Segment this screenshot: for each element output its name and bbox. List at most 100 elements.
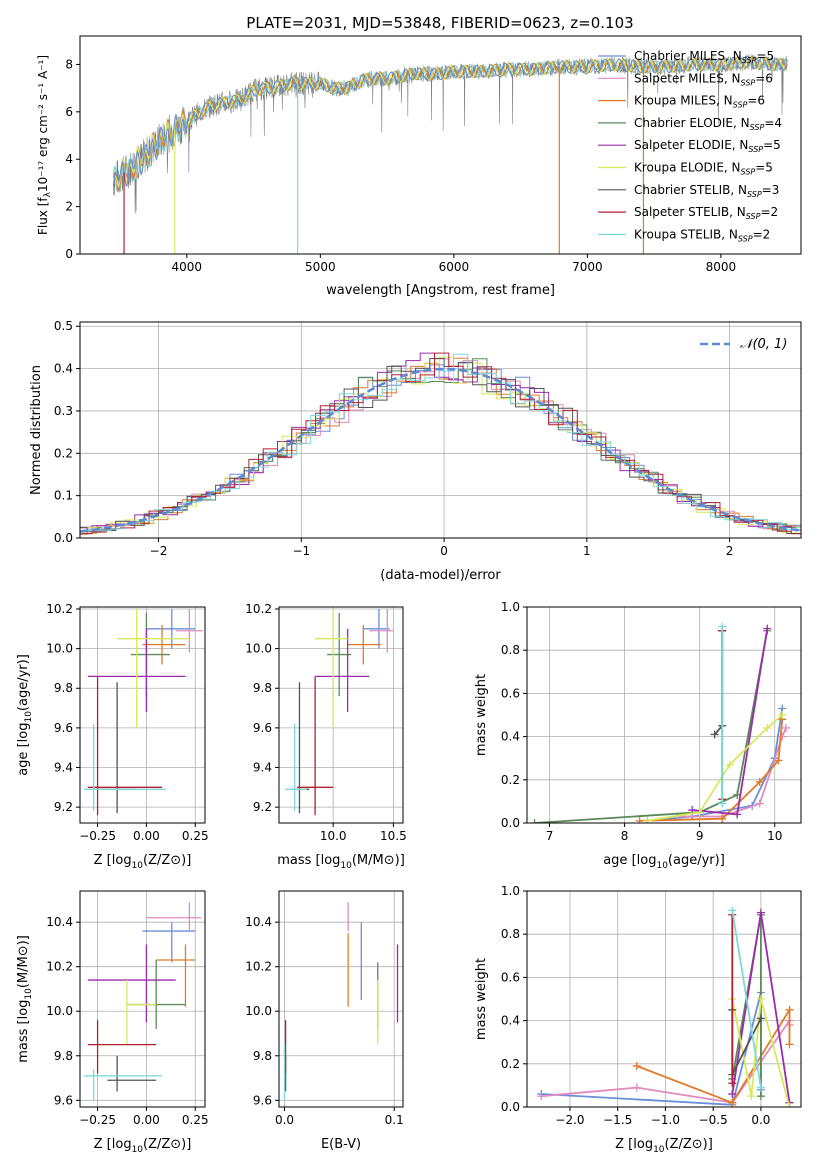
plot-area — [80, 352, 801, 535]
y-tick-label: 0.8 — [501, 927, 520, 941]
x-tick-label: −0.25 — [79, 829, 116, 843]
x-tick-label: 6000 — [439, 260, 470, 274]
gaussian-curve — [80, 367, 800, 533]
y-tick-label: 0.0 — [501, 1100, 520, 1114]
y-tick-label: 0.6 — [501, 686, 520, 700]
errorbar-point — [315, 608, 348, 728]
weight-marker — [733, 810, 742, 819]
x-tick-label: 0.00 — [133, 1113, 160, 1127]
weight-marker — [718, 622, 727, 631]
y-axis-label: age [log10(age/yr)] — [16, 654, 34, 776]
errorbar-point — [156, 944, 196, 1007]
weight-marker — [763, 723, 772, 732]
weight-marker — [756, 1014, 765, 1023]
axes-frame — [278, 890, 404, 1108]
errorbar-point — [83, 1069, 163, 1101]
weight-marker — [632, 1061, 641, 1070]
x-tick-label: −0.5 — [699, 1113, 728, 1127]
x-tick-label: 4000 — [172, 260, 203, 274]
axes-frame — [79, 321, 802, 539]
weight-marker — [778, 732, 787, 741]
y-tick-label: 9.8 — [54, 681, 73, 695]
x-tick-label: 7000 — [572, 260, 603, 274]
legend-entry: Chabrier STELIB, NSSP=3 — [634, 183, 779, 199]
weight-marker — [718, 814, 727, 823]
histogram-7 — [80, 352, 801, 535]
weight-marker — [781, 723, 790, 732]
y-tick-label: 10.2 — [46, 960, 73, 974]
x-tick-label: 1 — [583, 544, 591, 558]
legend-entry: 𝒩(0, 1) — [740, 337, 787, 352]
axes-mass-vs-ebv: 0.0 0.1 9.6 9.8 10.0 10.2 10.4 E(B-V) — [245, 890, 404, 1152]
y-tick-label: 6 — [65, 105, 73, 119]
weight-marker — [785, 1040, 794, 1049]
x-tick-label: 10.5 — [380, 829, 407, 843]
errorbar-point — [347, 624, 382, 665]
axes-residuals: −2 −1 0 1 2 0.0 0.1 0.2 0.3 0.4 0.5 (data-model)/er… — [29, 319, 802, 583]
errorbar-point — [297, 676, 334, 816]
weight-line — [714, 630, 724, 735]
errorbar-point — [146, 608, 196, 649]
errorbar-point — [87, 1020, 157, 1074]
weight-line — [534, 630, 769, 823]
x-tick-label: −1.0 — [651, 1113, 680, 1127]
y-tick-label: 9.4 — [253, 761, 272, 775]
plot-area — [283, 902, 399, 1101]
x-tick-label: −1 — [292, 544, 310, 558]
weight-marker — [755, 777, 764, 786]
weight-marker — [710, 730, 719, 739]
x-tick-label: 9 — [696, 829, 704, 843]
x-tick-label: 10 — [767, 829, 782, 843]
weight-marker — [728, 1090, 737, 1099]
y-tick-label: 0.2 — [501, 773, 520, 787]
errorbar-point — [87, 944, 176, 1023]
y-tick-label: 9.2 — [54, 800, 73, 814]
weight-marker — [643, 816, 652, 823]
errorbar-point — [146, 902, 202, 932]
weight-marker — [785, 1103, 794, 1107]
axes-frame — [278, 606, 404, 824]
y-tick-label: 0.0 — [501, 816, 520, 830]
x-axis-label: (data-model)/error — [380, 568, 501, 583]
plot-area — [83, 608, 204, 816]
weight-marker — [537, 1092, 546, 1101]
plot-area — [285, 608, 394, 816]
axes-weight-vs-Z: −2.0 −1.5 −1.0 −0.5 0.0 0.0 0.2 0.4 0.6 0.8 1.0 Z [… — [474, 884, 802, 1155]
y-tick-label: 0.4 — [54, 362, 73, 376]
legend-entry: Chabrier MILES, NSSP=5 — [634, 49, 774, 65]
histogram-6 — [80, 358, 801, 534]
y-axis-label: mass weight — [474, 674, 489, 756]
weight-marker — [763, 624, 772, 633]
plot-layer: 4000 5000 6000 7000 8000 0 2 4 6 8 wavelength [Ang… — [16, 35, 802, 1155]
plot-area — [83, 902, 202, 1101]
legend-entry: Kroupa ELODIE, NSSP=5 — [634, 161, 773, 177]
x-axis-label: Z [log10(Z/Z⊙)] — [615, 1137, 713, 1155]
errorbar-point — [117, 608, 190, 728]
y-axis-label: Flux [fλ10⁻¹⁷ erg cm⁻² s⁻¹ A⁻¹] — [36, 55, 53, 235]
errorbar-point — [87, 676, 163, 816]
y-tick-label: 4 — [65, 152, 73, 166]
x-tick-label: 0 — [440, 544, 448, 558]
y-tick-label: 0.8 — [501, 643, 520, 657]
plot-area — [112, 54, 788, 254]
errorbar-point — [126, 980, 157, 1045]
weight-marker — [695, 808, 704, 817]
x-tick-label: 7 — [546, 829, 554, 843]
weight-marker — [756, 1092, 765, 1101]
x-tick-label: 0.0 — [275, 1113, 294, 1127]
weight-line — [731, 910, 762, 1088]
y-axis-label: mass [log10(M/M⊙)] — [16, 935, 34, 1063]
y-axis-label: Normed distribution — [29, 365, 44, 495]
legend-entry: Kroupa STELIB, NSSP=2 — [634, 227, 770, 243]
y-tick-label: 9.2 — [253, 800, 272, 814]
errorbar-point — [107, 1055, 157, 1092]
weight-marker — [747, 1092, 756, 1101]
y-tick-label: 9.8 — [253, 1049, 272, 1063]
weight-marker — [635, 816, 644, 823]
y-tick-label: 0.3 — [54, 404, 73, 418]
errorbar-point — [315, 628, 370, 713]
figure-title: PLATE=2031, MJD=53848, FIBERID=0623, z=0… — [246, 14, 633, 32]
y-tick-label: 10.2 — [245, 960, 272, 974]
weight-marker — [756, 1083, 765, 1092]
weight-marker — [756, 995, 765, 1003]
